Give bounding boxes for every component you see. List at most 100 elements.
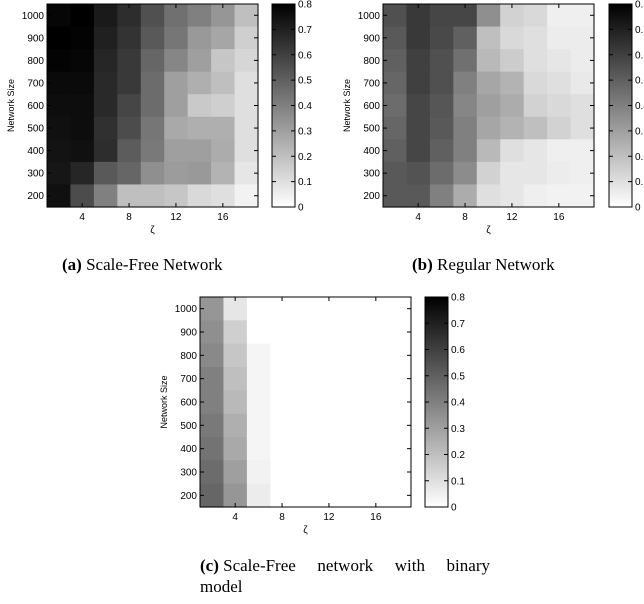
- heatmap-cell: [293, 367, 318, 391]
- heatmap-cell: [429, 94, 454, 118]
- panel-c-heatmap: 200 300 400 500 600 700 800 900 1000 4 8 12 16 ζ Netwo…: [159, 293, 465, 537]
- y-tick-label: 500: [363, 124, 380, 135]
- heatmap-cell: [164, 94, 189, 118]
- heatmap-cell: [117, 26, 142, 50]
- heatmap-cell: [293, 460, 318, 485]
- heatmap-cell: [383, 94, 408, 118]
- x-tick-label: 12: [170, 212, 182, 223]
- heatmap-cell: [70, 184, 95, 208]
- heatmap-cell: [164, 161, 189, 186]
- x-tick-label: 16: [217, 212, 229, 223]
- heatmap-cell: [523, 94, 548, 118]
- heatmap-cell: [476, 116, 501, 140]
- heatmap-cell: [364, 297, 389, 321]
- heatmap-cell: [453, 4, 478, 28]
- heatmap-cell: [270, 437, 295, 461]
- y-tick-label: 800: [27, 56, 44, 67]
- y-tick-label: 900: [27, 33, 44, 44]
- heatmap-cell: [317, 437, 342, 461]
- y-tick-label: 300: [27, 169, 44, 180]
- y-tick-label: 700: [180, 374, 197, 385]
- heatmap-cell: [364, 483, 389, 508]
- heatmap-cell: [187, 139, 212, 163]
- heatmap-cell: [223, 367, 248, 391]
- y-axis-label: Network Size: [159, 375, 169, 428]
- heatmap-cell: [547, 94, 572, 118]
- caption-c-label: (c): [200, 556, 219, 575]
- heatmap-cell: [570, 4, 595, 28]
- heatmap-cell: [200, 413, 225, 438]
- y-tick-label: 400: [363, 146, 380, 157]
- heatmap-cell: [234, 49, 259, 73]
- heatmap-cell: [140, 26, 165, 50]
- heatmap-cell: [383, 49, 408, 73]
- heatmap-cell: [70, 139, 95, 163]
- heatmap-cell: [93, 94, 118, 118]
- heatmap-cell: [429, 71, 454, 95]
- heatmap-cell: [200, 390, 225, 415]
- colorbar-tick-label: 0.7: [635, 25, 644, 36]
- heatmap-cell: [570, 116, 595, 140]
- y-tick-label: 700: [27, 78, 44, 89]
- colorbar-tick-label: 0.7: [298, 25, 312, 36]
- heatmap-cell: [223, 297, 248, 321]
- heatmap-cell: [364, 437, 389, 461]
- heatmap-cell: [364, 390, 389, 415]
- caption-b-label: (b): [412, 255, 433, 274]
- heatmap-cell: [270, 320, 295, 345]
- heatmap-cell: [270, 367, 295, 391]
- caption-c-word-3: with: [394, 556, 425, 575]
- colorbar-tick-label: 0.4: [635, 101, 644, 112]
- colorbar-tick-label: 0.8: [635, 0, 644, 11]
- heatmap-cell: [364, 320, 389, 345]
- heatmap-cell: [140, 161, 165, 186]
- heatmap-cell: [476, 139, 501, 163]
- heatmap-cell: [387, 343, 412, 368]
- heatmap-cell: [406, 161, 431, 186]
- heatmap-cell: [570, 49, 595, 73]
- heatmap-cell: [187, 161, 212, 186]
- x-tick-label: 16: [553, 212, 565, 223]
- heatmap-cell: [570, 26, 595, 50]
- heatmap-cell: [500, 49, 525, 73]
- heatmap-cell: [500, 184, 525, 208]
- heatmap-cell: [47, 139, 72, 163]
- colorbar-tick-label: 0.2: [635, 152, 644, 163]
- heatmap-cells: [200, 297, 412, 508]
- colorbar-tick-label: 0.6: [635, 50, 644, 61]
- heatmap-cell: [406, 116, 431, 140]
- caption-a: (a) Scale-Free Network: [62, 255, 223, 275]
- heatmap-cell: [293, 343, 318, 368]
- y-tick-label: 1000: [175, 304, 198, 315]
- y-tick-label: 500: [27, 124, 44, 135]
- heatmap-cell: [364, 367, 389, 391]
- heatmap-cell: [317, 343, 342, 368]
- heatmap-cell: [211, 161, 236, 186]
- heatmap-cell: [93, 49, 118, 73]
- heatmap-cell: [523, 49, 548, 73]
- heatmap-cell: [47, 49, 72, 73]
- y-tick-label: 700: [363, 78, 380, 89]
- heatmap-cell: [383, 184, 408, 208]
- heatmap-cell: [387, 367, 412, 391]
- x-tick-label: 12: [506, 212, 518, 223]
- y-tick-label: 600: [180, 398, 197, 409]
- heatmap-cell: [117, 71, 142, 95]
- heatmap-cell: [211, 184, 236, 208]
- heatmap-cell: [570, 161, 595, 186]
- heatmap-cell: [47, 4, 72, 28]
- heatmap-cell: [500, 116, 525, 140]
- heatmap-cell: [246, 297, 271, 321]
- y-tick-label: 200: [27, 191, 44, 202]
- heatmap-cell: [387, 320, 412, 345]
- heatmap-cell: [547, 161, 572, 186]
- heatmap-cell: [187, 26, 212, 50]
- colorbar-tick-label: 0.3: [635, 126, 644, 137]
- heatmap-cell: [387, 437, 412, 461]
- heatmap-cell: [140, 94, 165, 118]
- heatmap-cell: [140, 49, 165, 73]
- heatmap-cell: [200, 343, 225, 368]
- x-tick-label: 4: [232, 512, 238, 523]
- heatmap-cell: [453, 49, 478, 73]
